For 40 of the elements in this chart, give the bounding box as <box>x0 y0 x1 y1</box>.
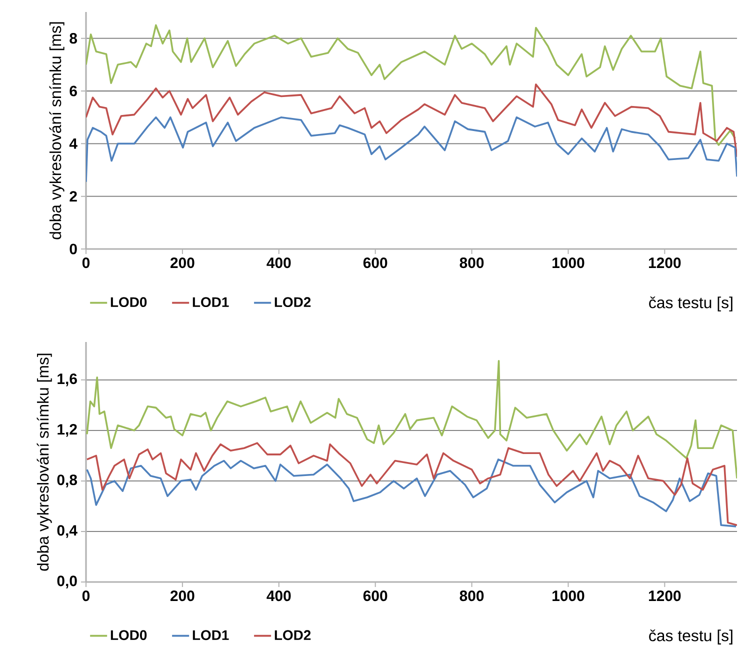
x-tick-label: 0 <box>82 590 90 602</box>
x-tick-label: 1000 <box>552 258 584 268</box>
x-tick-label: 0 <box>82 258 90 268</box>
x-axis-title: čas testu [s] <box>649 630 732 644</box>
x-tick-label: 200 <box>170 258 194 268</box>
y-tick-label: 0,0 <box>57 576 77 588</box>
legend-label: LOD0 <box>110 297 147 308</box>
line-series <box>86 24 736 146</box>
line-series <box>86 442 738 526</box>
legend-label: LOD1 <box>192 297 229 308</box>
line-series <box>86 458 737 528</box>
line-series <box>86 84 738 158</box>
x-tick-label: 1200 <box>648 258 681 268</box>
legend-label: LOD1 <box>192 630 229 640</box>
x-tick-label: 800 <box>460 590 484 602</box>
x-tick-label: 400 <box>266 590 291 602</box>
line-series <box>86 360 738 480</box>
x-axis-title: čas testu [s] <box>649 296 732 312</box>
x-tick-label: 600 <box>363 590 388 602</box>
y-tick-label: 0,4 <box>57 525 78 538</box>
y-tick-label: 0 <box>70 244 77 254</box>
y-tick-label: 1,6 <box>58 374 77 386</box>
x-tick-label: 1200 <box>648 590 681 602</box>
y-tick-label: 0,8 <box>57 474 78 488</box>
x-tick-label: 400 <box>266 258 291 268</box>
x-tick-label: 1000 <box>552 590 584 602</box>
y-tick-label: 4 <box>69 138 78 149</box>
y-axis-title: doba vykreslování snímku [ms] <box>49 22 64 240</box>
y-tick-label: 8 <box>70 33 78 44</box>
y-tick-label: 6 <box>70 86 77 96</box>
x-tick-label: 800 <box>460 258 484 268</box>
legend-label: LOD2 <box>274 297 311 308</box>
y-tick-label: 1,2 <box>58 424 77 437</box>
x-tick-label: 200 <box>170 590 194 602</box>
line-series <box>86 116 738 183</box>
legend-label: LOD2 <box>274 630 311 640</box>
legend-label: LOD0 <box>110 630 147 640</box>
y-tick-label: 2 <box>70 191 77 202</box>
y-axis-title: doba vykreslování snímku [ms] <box>36 354 52 571</box>
x-tick-label: 600 <box>363 258 388 268</box>
